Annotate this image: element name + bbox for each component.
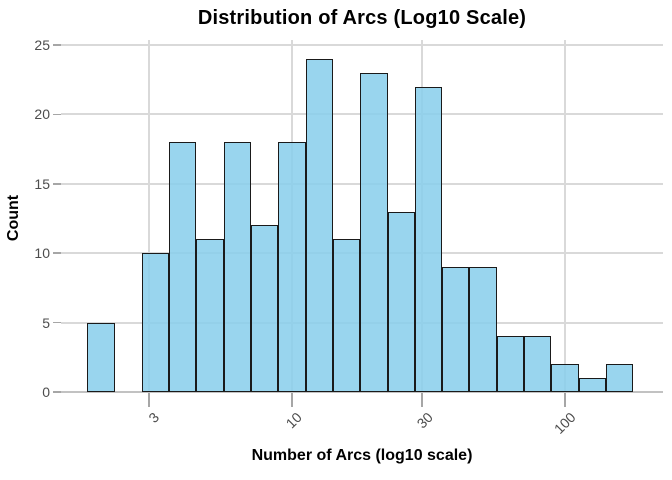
x-axis-title: Number of Arcs (log10 scale) <box>251 447 473 464</box>
y-tick-label: 15 <box>34 175 50 192</box>
histogram-bar <box>305 58 333 392</box>
histogram-bar <box>251 225 279 392</box>
histogram-bar <box>278 142 306 392</box>
y-tick-mark <box>53 252 61 254</box>
y-tick-label: 0 <box>42 384 50 400</box>
histogram-bar <box>141 253 170 392</box>
histogram-bar <box>605 364 634 392</box>
histogram-bar <box>469 267 497 392</box>
histogram-bar <box>578 378 606 392</box>
x-tick-mark <box>421 393 423 407</box>
chart-title: Distribution of Arcs (Log10 Scale) <box>197 7 527 29</box>
y-tick-label: 10 <box>34 245 50 262</box>
y-tick-mark <box>53 183 61 185</box>
gridline-horizontal <box>61 391 663 393</box>
histogram-bar <box>87 322 115 392</box>
histogram-bar <box>332 239 361 392</box>
y-axis-title: Count <box>5 194 22 242</box>
histogram-bar <box>414 86 443 392</box>
histogram-bar <box>360 72 388 392</box>
y-tick-label: 20 <box>34 106 50 123</box>
x-tick-mark <box>564 393 566 407</box>
y-tick-mark <box>53 113 61 116</box>
y-tick-mark <box>53 44 61 46</box>
y-tick-label: 25 <box>34 37 50 53</box>
histogram-bar <box>524 336 552 392</box>
x-tick-label: 100 <box>550 409 579 437</box>
histogram-bar <box>387 211 415 392</box>
histogram-bar <box>196 239 224 392</box>
gridline-horizontal <box>61 44 663 46</box>
gridline-vertical <box>148 40 151 392</box>
x-tick-label: 3 <box>145 409 163 426</box>
x-tick-mark <box>148 393 150 407</box>
y-tick-mark <box>53 321 61 324</box>
y-tick-label: 5 <box>42 314 50 331</box>
x-tick-mark <box>291 393 293 407</box>
gridline-vertical <box>564 40 566 392</box>
histogram-bar <box>551 364 579 392</box>
histogram-bar <box>223 142 252 392</box>
x-tick-label: 10 <box>282 409 306 432</box>
y-tick-mark <box>53 391 61 393</box>
histogram-bar <box>169 142 197 392</box>
histogram-bar <box>442 267 470 392</box>
x-tick-label: 30 <box>413 409 436 432</box>
histogram-bar <box>496 336 525 392</box>
